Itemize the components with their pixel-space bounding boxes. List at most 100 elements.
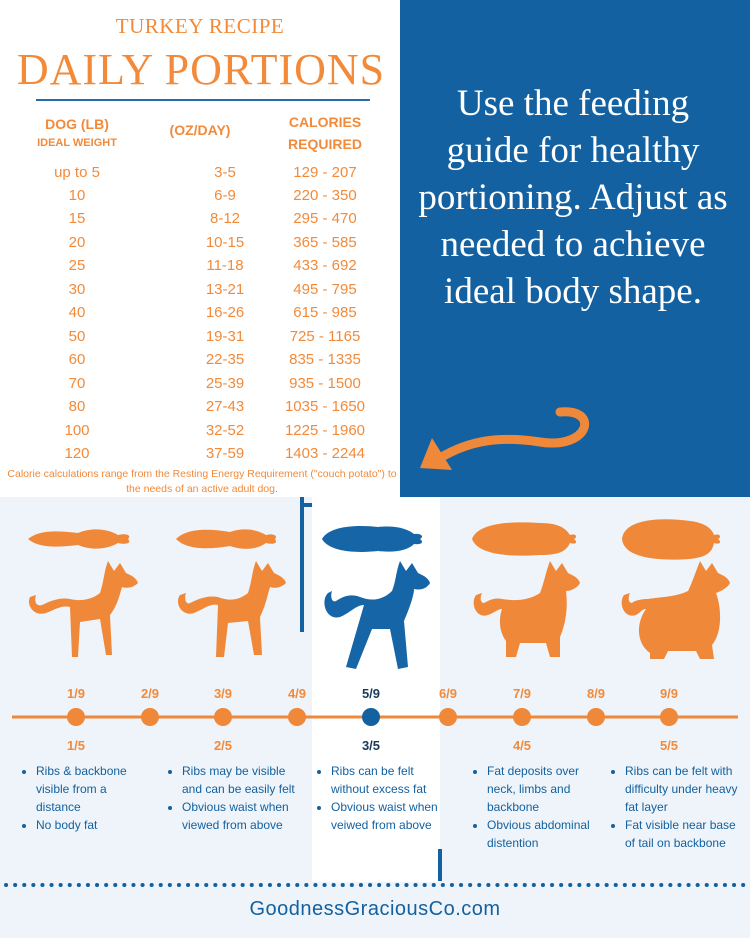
table-row: 10 6-9 220 - 350 (30, 187, 370, 210)
scale-label-5pt: 4/5 (512, 738, 532, 753)
oz-cell: 16-26 (205, 304, 245, 321)
header-ideal-weight: IDEAL WEIGHT (37, 137, 117, 149)
scale-label-9pt: 3/9 (213, 686, 233, 701)
table-row: 40 16-26 615 - 985 (30, 304, 370, 327)
description-bullet: Ribs may be visible and can be easily fe… (182, 762, 300, 798)
dog-silhouette-5 (621, 561, 730, 659)
page-title: DAILY PORTIONS (16, 45, 386, 94)
guide-text: Use the feeding guide for healthy portio… (418, 83, 728, 312)
scale-dot-1 (67, 708, 85, 726)
dog-silhouette-2 (177, 561, 286, 657)
calorie-cell: 1225 - 1960 (284, 422, 366, 439)
oz-cell: 6-9 (214, 187, 236, 204)
table-row: 50 19-31 725 - 1165 (30, 328, 370, 351)
calorie-cell: 835 - 1335 (289, 351, 361, 368)
scale-dot-2 (141, 708, 159, 726)
curved-arrow-icon (435, 407, 590, 463)
dog-silhouette-1 (28, 561, 139, 657)
footnote-line-1: Calorie calculations range from the Rest… (7, 468, 397, 480)
calorie-cell: 495 - 795 (293, 281, 357, 298)
oz-cell: 19-31 (205, 328, 245, 345)
calorie-cell: 935 - 1500 (289, 375, 361, 392)
oz-cell: 10-15 (205, 234, 245, 251)
oz-cell: 13-21 (205, 281, 245, 298)
table-row: 120 37-59 1403 - 2244 (30, 445, 370, 468)
condition-description-2: Ribs may be visible and can be easily fe… (168, 762, 300, 834)
oz-cell: 22-35 (205, 351, 245, 368)
scale-dot-8 (587, 708, 605, 726)
scale-label-5pt: 2/5 (213, 738, 233, 753)
scale-label-5pt: 1/5 (66, 738, 86, 753)
description-bullet: Obvious abdominal distention (487, 816, 603, 852)
table-row: 70 25-39 935 - 1500 (30, 375, 370, 398)
header-calories-required: REQUIRED (288, 136, 362, 152)
dog-silhouette-4 (473, 561, 580, 657)
scale-dot-7 (513, 708, 531, 726)
body-condition-graphics (4, 497, 748, 887)
calorie-cell: 725 - 1165 (289, 328, 361, 345)
oz-cell: 37-59 (205, 445, 245, 462)
calorie-cell: 1035 - 1650 (284, 398, 366, 415)
top-view-silhouette-5 (622, 519, 721, 560)
scale-dot-6 (439, 708, 457, 726)
scale-label-9pt: 7/9 (512, 686, 532, 701)
table-row: 100 32-52 1225 - 1960 (30, 422, 370, 445)
weight-cell: 15 (68, 210, 86, 227)
weight-cell: 50 (68, 328, 86, 345)
scale-label-9pt: 1/9 (66, 686, 86, 701)
condition-description-5: Ribs can be felt with difficulty under h… (611, 762, 741, 852)
weight-cell: 100 (64, 422, 90, 439)
oz-cell: 3-5 (214, 164, 236, 181)
table-row: 80 27-43 1035 - 1650 (30, 398, 370, 421)
calorie-footnote: Calorie calculations range from the Rest… (6, 467, 398, 497)
calorie-cell: 615 - 985 (293, 304, 357, 321)
description-bullet: Ribs & backbone visible from a distance (36, 762, 154, 816)
header-dog-weight: DOG (LB) (45, 116, 109, 132)
recipe-subtitle: TURKEY RECIPE (115, 14, 285, 38)
top-view-silhouette-3 (322, 526, 422, 552)
arrow-head-icon (420, 438, 452, 470)
title-divider (36, 99, 370, 101)
weight-cell: 10 (68, 187, 86, 204)
weight-cell: 60 (68, 351, 86, 368)
oz-cell: 11-18 (206, 257, 244, 274)
weight-cell: 40 (68, 304, 86, 321)
description-bullet: Fat visible near base of tail on backbon… (625, 816, 741, 852)
description-bullet: Ribs can be felt with difficulty under h… (625, 762, 741, 816)
scale-label-5pt: 5/5 (659, 738, 679, 753)
description-bullet: Obvious waist when veiwed from above (331, 798, 443, 834)
scale-label-9pt: 2/9 (140, 686, 160, 701)
scale-label-9pt-highlighted: 5/9 (361, 686, 381, 701)
calorie-cell: 1403 - 2244 (284, 445, 366, 462)
weight-cell: 70 (68, 375, 86, 392)
website-link[interactable]: GoodnessGraciousCo.com (249, 898, 501, 920)
description-bullet: Ribs can be felt without excess fat (331, 762, 443, 798)
oz-cell: 8-12 (209, 210, 241, 227)
description-bullet: Fat deposits over neck, limbs and backbo… (487, 762, 603, 816)
oz-cell: 32-52 (205, 422, 245, 439)
table-row: up to 5 3-5 129 - 207 (30, 164, 370, 187)
top-view-silhouette-4 (472, 522, 577, 556)
calorie-cell: 295 - 470 (293, 210, 357, 227)
header-calories: CALORIES (288, 114, 362, 130)
condition-description-4: Fat deposits over neck, limbs and backbo… (473, 762, 603, 852)
scale-label-9pt: 4/9 (287, 686, 307, 701)
scale-dot-4 (288, 708, 306, 726)
table-row: 25 11-18 433 - 692 (30, 257, 370, 280)
description-bullet: No body fat (36, 816, 154, 834)
weight-cell: 25 (68, 257, 86, 274)
scale-label-9pt: 8/9 (586, 686, 606, 701)
header-oz-day: (OZ/DAY) (169, 122, 231, 138)
footnote-line-2: the needs of an active adult dog. (126, 483, 278, 495)
calorie-cell: 433 - 692 (293, 257, 357, 274)
weight-cell: 30 (68, 281, 86, 298)
oz-cell: 27-43 (205, 398, 245, 415)
scale-label-5pt-highlighted: 3/5 (361, 738, 381, 753)
oz-cell: 25-39 (205, 375, 245, 392)
scale-label-9pt: 6/9 (438, 686, 458, 701)
scale-dot-9 (660, 708, 678, 726)
ideal-column-highlight (312, 497, 440, 882)
weight-cell: up to 5 (54, 164, 100, 181)
scale-dot-3 (214, 708, 232, 726)
